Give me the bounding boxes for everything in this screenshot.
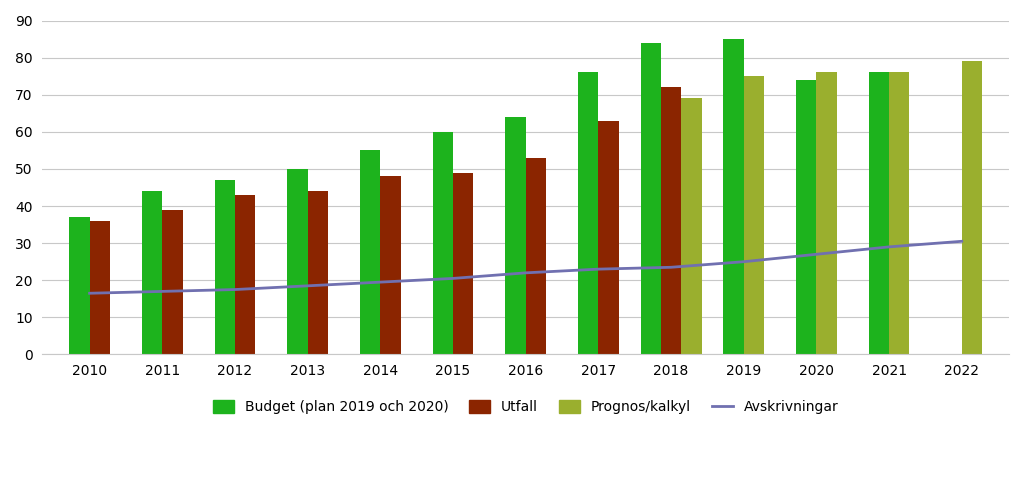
Bar: [288, 169, 307, 355]
Bar: [360, 150, 380, 355]
Bar: [505, 117, 525, 355]
Bar: [681, 99, 701, 355]
Bar: [962, 61, 982, 355]
Bar: [142, 191, 162, 355]
Bar: [162, 210, 182, 355]
Bar: [816, 72, 837, 355]
Bar: [598, 121, 618, 355]
Bar: [660, 87, 681, 355]
Bar: [525, 158, 546, 355]
Bar: [380, 176, 400, 355]
Bar: [215, 180, 234, 355]
Bar: [640, 43, 660, 355]
Bar: [743, 76, 764, 355]
Bar: [307, 191, 328, 355]
Bar: [70, 217, 89, 355]
Bar: [453, 172, 473, 355]
Bar: [868, 72, 889, 355]
Bar: [889, 72, 909, 355]
Bar: [796, 80, 816, 355]
Bar: [723, 39, 743, 355]
Bar: [234, 195, 255, 355]
Legend: Budget (plan 2019 och 2020), Utfall, Prognos/kalkyl, Avskrivningar: Budget (plan 2019 och 2020), Utfall, Pro…: [206, 393, 846, 421]
Bar: [433, 132, 453, 355]
Bar: [89, 221, 110, 355]
Bar: [578, 72, 598, 355]
